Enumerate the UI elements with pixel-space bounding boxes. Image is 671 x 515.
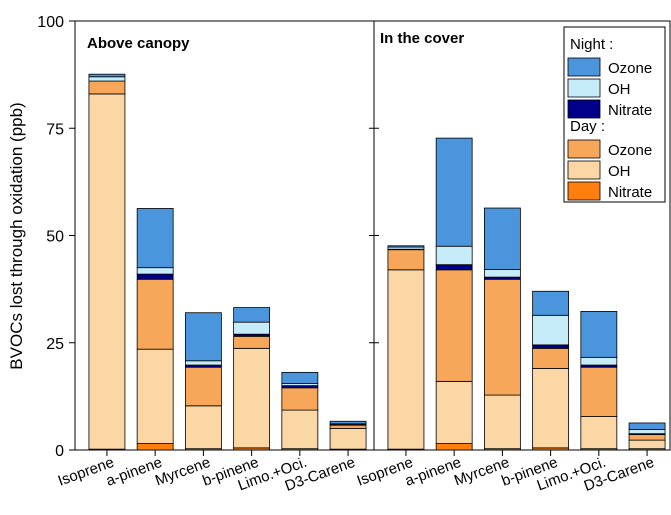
bar-segment-above-canopy-a-pinene-day-oh [136, 348, 174, 444]
legend-label-night-ozone: Ozone [608, 60, 652, 77]
legend-label-day-nitrate: Nitrate [608, 184, 652, 201]
legend: Night : Day : Ozone OH Nitrate Ozone OH Nitra… [563, 26, 666, 203]
legend-group-day-title: Day : [570, 118, 605, 135]
bar-segment-above-canopy-isoprene-night-oh [88, 76, 126, 82]
bar-segment-in-the-cover-d3-carene-night-oh [628, 429, 666, 435]
bar-segment-above-canopy-limo-oci-day-ozone [281, 387, 319, 411]
bar-segment-in-the-cover-limo-oci-night-ozone [580, 311, 618, 358]
bar-segment-in-the-cover-myrcene-day-oh [483, 394, 521, 450]
bar-segment-above-canopy-a-pinene-day-nitrate [136, 443, 174, 451]
legend-swatch-night-ozone [567, 57, 601, 77]
bar-segment-in-the-cover-a-pinene-night-ozone [435, 137, 473, 247]
bar-segment-in-the-cover-d3-carene-day-ozone [628, 434, 666, 441]
bar-segment-above-canopy-isoprene-day-oh [88, 93, 126, 450]
bar-segment-in-the-cover-limo-oci-night-oh [580, 356, 618, 366]
bar-segment-in-the-cover-myrcene-day-ozone [483, 278, 521, 396]
bar-segment-above-canopy-limo-oci-night-ozone [281, 371, 319, 384]
bar-segment-in-the-cover-a-pinene-day-nitrate [435, 443, 473, 451]
bar-segment-above-canopy-a-pinene-night-nitrate [136, 273, 174, 280]
bar-segment-above-canopy-a-pinene-night-oh [136, 267, 174, 275]
bar-segment-in-the-cover-isoprene-day-oh [387, 269, 425, 450]
bar-segment-above-canopy-myrcene-night-ozone [184, 312, 222, 362]
legend-label-night-nitrate: Nitrate [608, 102, 652, 119]
bar-segment-in-the-cover-d3-carene-day-oh [628, 439, 666, 450]
bar-segment-above-canopy-d3-carene-night-ozone [329, 420, 367, 425]
bar-segment-above-canopy-d3-carene-day-ozone [329, 424, 367, 429]
bar-segment-above-canopy-isoprene-night-ozone [88, 73, 126, 78]
bar-segment-in-the-cover-a-pinene-night-nitrate [435, 264, 473, 271]
legend-group-night-title: Night : [570, 36, 613, 53]
bar-segment-in-the-cover-b-pinene-night-oh [532, 314, 570, 346]
bar-segment-in-the-cover-limo-oci-day-ozone [580, 366, 618, 417]
bar-segment-above-canopy-a-pinene-night-ozone [136, 208, 174, 269]
legend-swatch-night-oh [567, 78, 601, 98]
bar-segment-above-canopy-isoprene-day-ozone [88, 80, 126, 95]
bar-segment-in-the-cover-b-pinene-night-nitrate [532, 344, 570, 349]
legend-label-day-ozone: Ozone [608, 142, 652, 159]
y-tick-label: 100 [37, 14, 64, 31]
bar-segment-in-the-cover-b-pinene-day-oh [532, 368, 570, 449]
y-axis-label: BVOCs lost through oxidation (ppb) [7, 102, 26, 369]
bar-segment-in-the-cover-b-pinene-night-ozone [532, 290, 570, 316]
bar-segment-above-canopy-b-pinene-day-ozone [233, 335, 271, 349]
y-tick-label: 25 [46, 336, 64, 353]
bar-segment-above-canopy-myrcene-day-oh [184, 405, 222, 450]
bar-segment-above-canopy-d3-carene-day-oh [329, 428, 367, 450]
bar-segment-in-the-cover-a-pinene-day-oh [435, 380, 473, 444]
panel-title-in-the-cover: In the cover [380, 30, 464, 47]
y-tick-label: 50 [46, 229, 64, 246]
bar-segment-above-canopy-myrcene-night-oh [184, 360, 222, 366]
bar-segment-above-canopy-a-pinene-day-ozone [136, 278, 174, 350]
bar-segment-above-canopy-myrcene-day-ozone [184, 366, 222, 407]
panel-title-above-canopy: Above canopy [87, 35, 190, 52]
bar-segment-in-the-cover-a-pinene-night-oh [435, 245, 473, 266]
y-axis: BVOCs lost through oxidation (ppb) 0 25 50… [7, 14, 379, 460]
bar-segment-in-the-cover-d3-carene-night-ozone [628, 422, 666, 430]
bar-segment-above-canopy-b-pinene-night-oh [233, 321, 271, 335]
bar-segment-in-the-cover-myrcene-night-ozone [483, 207, 521, 270]
legend-swatch-night-nitrate [567, 99, 601, 119]
bar-segment-in-the-cover-isoprene-night-ozone [387, 245, 425, 248]
bar-segment-above-canopy-limo-oci-day-oh [281, 409, 319, 450]
y-tick-label: 0 [55, 443, 64, 460]
legend-swatch-day-ozone [567, 139, 601, 159]
bar-segment-above-canopy-b-pinene-night-ozone [233, 307, 271, 323]
plot-frame [74, 20, 671, 451]
legend-swatch-day-oh [567, 160, 601, 180]
bar-segment-in-the-cover-isoprene-day-ozone [387, 249, 425, 271]
bar-segment-in-the-cover-myrcene-night-oh [483, 268, 521, 278]
legend-swatch-day-nitrate [567, 181, 601, 201]
y-tick-label: 75 [46, 121, 64, 138]
bar-segment-in-the-cover-b-pinene-day-ozone [532, 347, 570, 369]
bar-segment-above-canopy-b-pinene-day-oh [233, 347, 271, 449]
legend-label-day-oh: OH [608, 163, 631, 180]
legend-label-night-oh: OH [608, 81, 631, 98]
bar-segment-in-the-cover-limo-oci-day-oh [580, 416, 618, 450]
bar-segment-in-the-cover-a-pinene-day-ozone [435, 269, 473, 382]
